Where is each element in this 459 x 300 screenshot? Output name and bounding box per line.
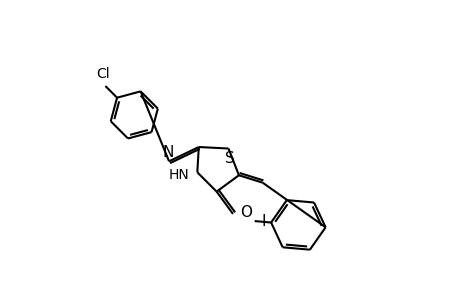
Text: S: S xyxy=(224,151,235,166)
Text: I: I xyxy=(261,214,266,229)
Text: HN: HN xyxy=(168,168,189,182)
Text: Cl: Cl xyxy=(96,67,110,81)
Text: N: N xyxy=(162,146,174,160)
Text: O: O xyxy=(240,205,252,220)
